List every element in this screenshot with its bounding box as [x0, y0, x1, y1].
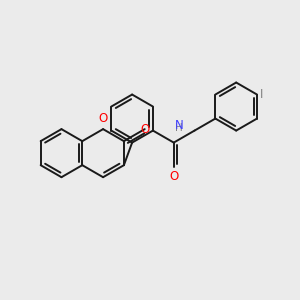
Text: O: O	[169, 170, 178, 183]
Text: I: I	[260, 88, 263, 101]
Text: N: N	[175, 118, 184, 131]
Text: O: O	[140, 123, 149, 136]
Text: H: H	[175, 123, 183, 134]
Text: O: O	[98, 112, 108, 125]
